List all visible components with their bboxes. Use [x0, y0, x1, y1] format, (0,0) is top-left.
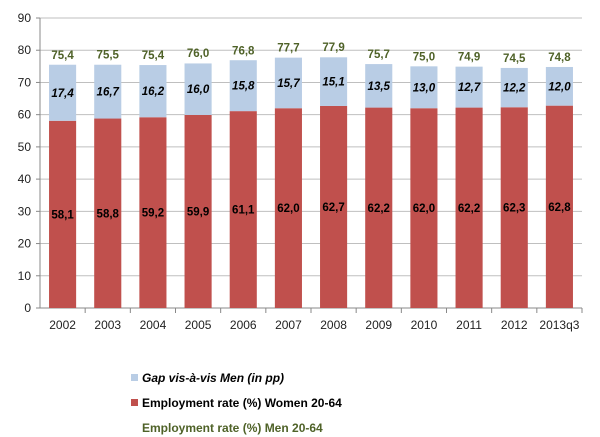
bar-women — [545, 105, 573, 309]
y-tick-label: 40 — [18, 172, 32, 186]
x-tick-label: 2008 — [320, 318, 347, 332]
bar-gap — [545, 66, 573, 106]
x-tick-label: 2004 — [140, 318, 167, 332]
data-label-men: 75,0 — [413, 51, 435, 63]
y-tick-label: 70 — [18, 75, 32, 89]
data-label-gap: 16,0 — [187, 84, 210, 96]
legend-item: Employment rate (%) Women 20-64 — [142, 396, 342, 410]
legend-item: Employment rate (%) Men 20-64 — [142, 421, 323, 435]
legend-item: Gap vis-à-vis Men (in pp) — [142, 371, 284, 385]
data-label-women: 58,1 — [51, 209, 74, 221]
bar-women — [229, 111, 257, 308]
y-tick-label: 10 — [18, 269, 32, 283]
data-label-gap: 13,0 — [413, 82, 436, 94]
data-label-women: 62,2 — [368, 203, 390, 215]
data-label-gap: 17,4 — [51, 88, 74, 100]
data-label-men: 76,8 — [232, 46, 255, 58]
bar-women — [139, 117, 167, 308]
data-label-men: 74,9 — [458, 52, 480, 64]
data-label-men: 74,5 — [503, 53, 526, 65]
x-tick-label: 2009 — [365, 318, 392, 332]
bar-women — [410, 108, 438, 308]
x-tick-label: 2005 — [185, 318, 212, 332]
data-label-men: 77,9 — [322, 42, 344, 54]
data-label-men: 75,4 — [142, 50, 165, 62]
y-tick-label: 20 — [18, 237, 32, 251]
bar-gap — [320, 57, 348, 106]
data-label-gap: 12,7 — [458, 82, 481, 94]
data-label-women: 58,8 — [97, 208, 120, 220]
data-label-gap: 12,2 — [503, 83, 526, 95]
x-tick-label: 2013q3 — [539, 318, 579, 332]
bar-women — [274, 108, 302, 308]
bar-gap — [274, 57, 302, 109]
data-label-gap: 12,0 — [548, 81, 571, 93]
bar-gap — [229, 60, 257, 112]
data-label-women: 62,0 — [277, 203, 299, 215]
y-tick-label: 90 — [18, 11, 32, 25]
bar-gap — [94, 64, 122, 119]
x-tick-label: 2007 — [275, 318, 302, 332]
y-tick-label: 30 — [18, 204, 32, 218]
x-tick-label: 2003 — [94, 318, 121, 332]
x-tick-label: 2012 — [501, 318, 528, 332]
legend-swatch — [131, 399, 138, 406]
data-label-men: 77,7 — [277, 43, 299, 55]
data-label-gap: 16,7 — [97, 87, 120, 99]
x-tick-label: 2002 — [49, 318, 76, 332]
bar-women — [455, 107, 483, 308]
x-tick-label: 2010 — [411, 318, 438, 332]
bar-women — [500, 107, 528, 308]
data-label-men: 75,4 — [51, 50, 74, 62]
data-label-men: 74,8 — [548, 52, 571, 64]
data-label-men: 76,0 — [187, 48, 209, 60]
data-label-gap: 13,5 — [368, 81, 391, 93]
data-label-women: 59,9 — [187, 206, 209, 218]
bar-gap — [184, 63, 212, 115]
data-label-men: 75,7 — [368, 49, 390, 61]
data-label-women: 62,7 — [322, 202, 344, 214]
legend-swatch — [131, 374, 138, 381]
bar-gap — [139, 65, 167, 118]
data-label-women: 62,0 — [413, 203, 435, 215]
y-tick-label: 50 — [18, 140, 32, 154]
data-label-gap: 15,7 — [277, 78, 300, 90]
data-label-gap: 16,2 — [142, 86, 165, 98]
bar-women — [49, 120, 77, 309]
data-label-gap: 15,1 — [322, 77, 344, 89]
data-label-women: 62,3 — [503, 203, 525, 215]
data-label-women: 59,2 — [142, 208, 164, 220]
bar-women — [94, 118, 122, 309]
y-tick-label: 80 — [18, 43, 32, 57]
bar-gap — [500, 67, 528, 108]
bar-gap — [365, 64, 393, 108]
y-tick-label: 0 — [24, 301, 31, 315]
bar-women — [365, 107, 393, 308]
bar-gap — [49, 64, 77, 121]
y-tick-label: 60 — [18, 108, 32, 122]
data-label-men: 75,5 — [97, 50, 120, 62]
bar-women — [184, 114, 212, 308]
data-label-women: 62,2 — [458, 203, 480, 215]
bar-gap — [455, 66, 483, 108]
x-tick-label: 2011 — [456, 318, 482, 332]
bar-gap — [410, 66, 438, 109]
data-label-gap: 15,8 — [232, 81, 255, 93]
data-label-women: 61,1 — [232, 205, 255, 217]
x-tick-label: 2006 — [230, 318, 257, 332]
bar-women — [320, 105, 348, 308]
data-label-women: 62,8 — [548, 202, 571, 214]
